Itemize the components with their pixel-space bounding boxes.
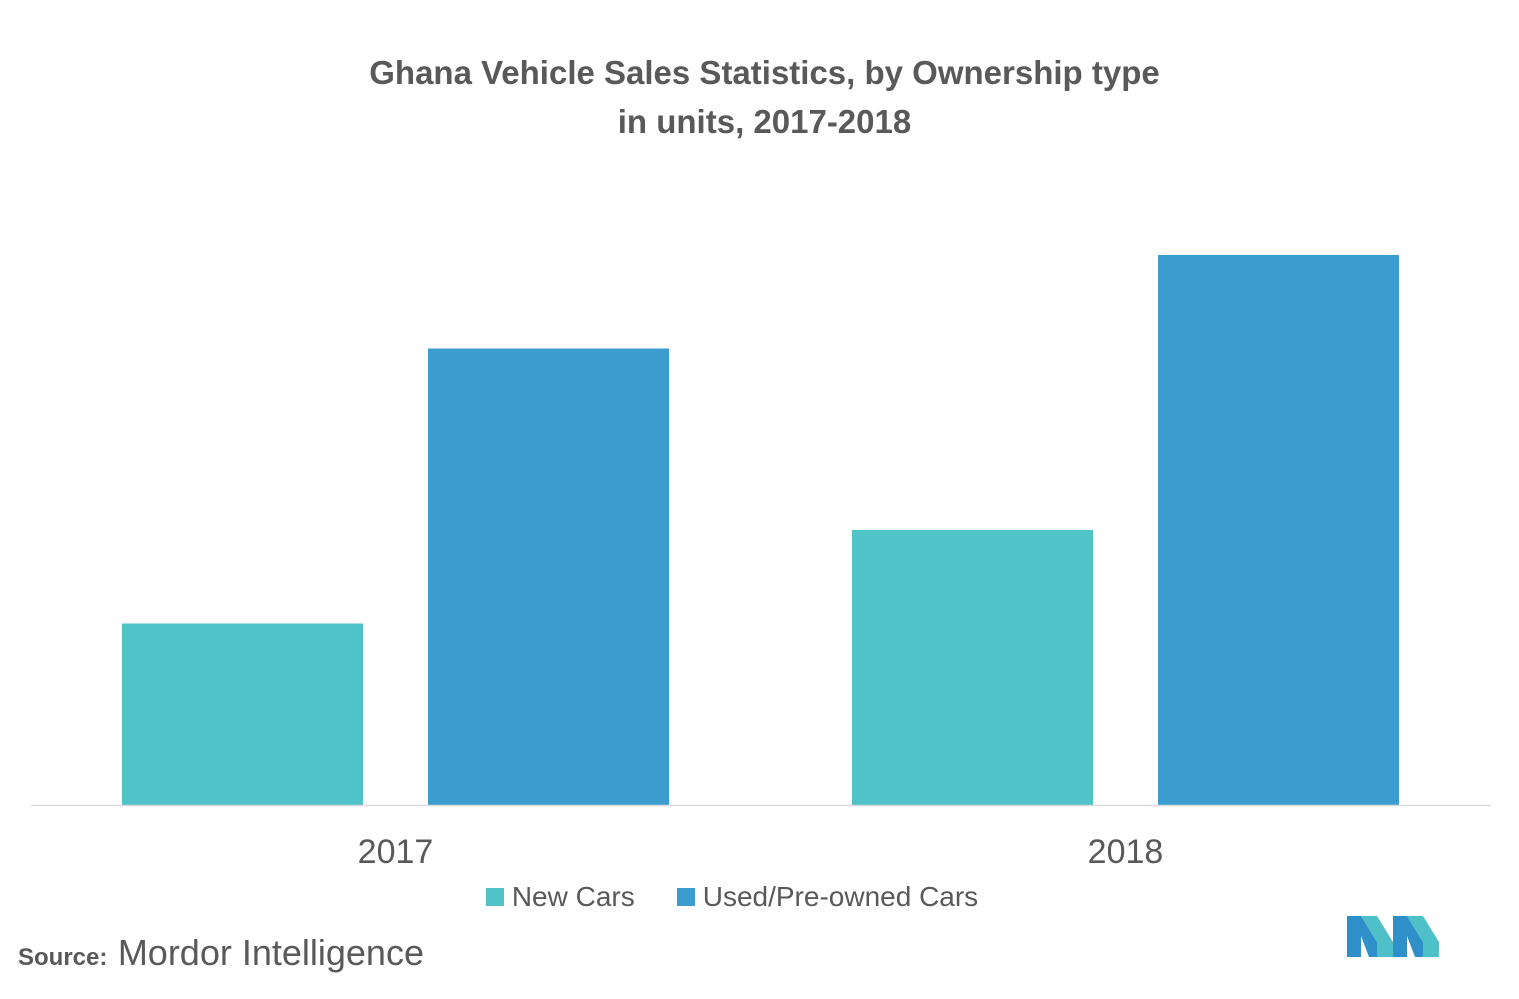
bar-2017-used-pre-owned-cars (428, 348, 669, 805)
source-label: Source: (18, 944, 108, 971)
source-value: Mordor Intelligence (117, 932, 424, 973)
x-tick-label-2017: 2017 (358, 833, 434, 871)
legend-label-used-cars: Used/Pre-owned Cars (702, 881, 979, 912)
legend-label-new-cars: New Cars (511, 881, 635, 912)
chart-title: Ghana Vehicle Sales Statistics, by Owner… (0, 48, 1519, 146)
legend-item-used-cars: Used/Pre-owned Cars (676, 881, 979, 913)
chart-title-line2: in units, 2017-2018 (617, 103, 912, 140)
bar-2017-new-cars (122, 623, 363, 805)
mordor-intelligence-logo-icon (1347, 916, 1439, 957)
legend: New Cars Used/Pre-owned Cars (0, 881, 1464, 913)
bar-2018-used-pre-owned-cars (1158, 255, 1399, 805)
x-tick-label-2018: 2018 (1088, 833, 1164, 871)
chart-title-line1: Ghana Vehicle Sales Statistics, by Owner… (369, 54, 1160, 91)
legend-swatch-new-cars (485, 888, 504, 906)
legend-swatch-used-cars (676, 888, 695, 906)
bar-2018-new-cars (852, 530, 1093, 805)
legend-item-new-cars: New Cars (485, 881, 635, 913)
source-note: Source: Mordor Intelligence (18, 932, 424, 974)
